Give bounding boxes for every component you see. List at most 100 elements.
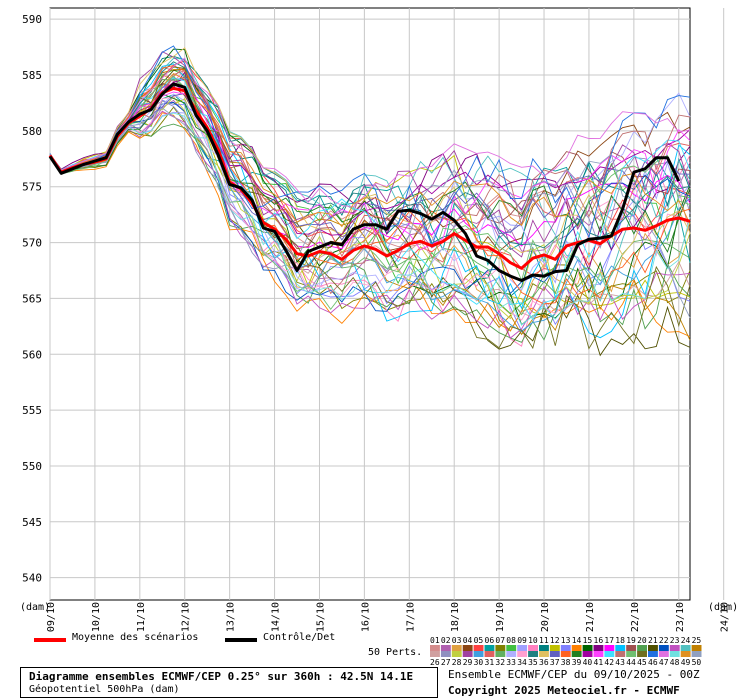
member-number-label: 42 <box>604 658 614 667</box>
member-number-label: 45 <box>637 658 647 667</box>
member-number-label: 43 <box>615 658 625 667</box>
member-number-label: 30 <box>474 658 484 667</box>
member-line <box>49 69 691 295</box>
member-swatch <box>582 651 593 657</box>
member-number-label: 06 <box>485 636 495 645</box>
member-number-label: 16 <box>594 636 604 645</box>
member-swatch <box>680 645 691 651</box>
member-number-label: 34 <box>517 658 527 667</box>
member-swatch <box>593 651 604 657</box>
member-swatch <box>528 651 538 657</box>
member-number-label: 19 <box>626 636 636 645</box>
y-tick-label: 555 <box>22 404 42 417</box>
member-swatch <box>539 651 549 657</box>
legend-mean-label: Moyenne des scénarios <box>72 632 199 643</box>
member-number-label: 05 <box>474 636 484 645</box>
x-tick-label: 21/10 <box>585 602 596 632</box>
x-tick-label: 22/10 <box>630 602 641 632</box>
member-swatch <box>626 651 637 657</box>
member-swatch <box>637 651 647 657</box>
x-tick-label: 18/10 <box>450 602 461 632</box>
member-number-label: 22 <box>659 636 669 645</box>
member-number-label: 25 <box>692 636 702 645</box>
legend-control-label: Contrôle/Det <box>263 632 336 643</box>
member-swatch <box>615 651 626 657</box>
member-swatch <box>648 651 658 657</box>
member-number-label: 21 <box>648 636 658 645</box>
member-line <box>49 112 691 326</box>
legend-perts-label: 50 Perts. <box>368 647 423 658</box>
member-number-label: 48 <box>670 658 680 667</box>
member-swatch <box>560 651 571 657</box>
member-swatch <box>669 651 680 657</box>
y-tick-label: 590 <box>22 13 42 26</box>
member-swatch <box>604 651 615 657</box>
member-swatch <box>691 651 702 657</box>
member-number-label: 12 <box>550 636 560 645</box>
member-line <box>49 98 691 317</box>
axes: 540 545 550 555 560 565 570 575 580 585 590 09/10 10… <box>20 13 738 632</box>
y-unit-right: (dam) <box>708 602 738 613</box>
member-line <box>49 110 691 339</box>
y-tick-label: 550 <box>22 460 42 473</box>
x-tick-label: 19/10 <box>495 602 506 632</box>
x-tick-label: 17/10 <box>405 602 416 632</box>
member-swatch <box>669 645 680 651</box>
x-tick-label: 20/10 <box>540 602 551 632</box>
member-swatch <box>440 651 451 657</box>
member-swatch <box>506 645 517 651</box>
member-swatch <box>691 645 702 651</box>
run-info: Ensemble ECMWF/CEP du 09/10/2025 - 00Z <box>448 668 700 681</box>
member-swatch <box>440 645 451 651</box>
member-number-label: 27 <box>441 658 451 667</box>
member-number-label: 15 <box>583 636 593 645</box>
x-tick-label: 11/10 <box>136 602 147 632</box>
member-swatch <box>549 645 560 651</box>
member-number-label: 44 <box>626 658 636 667</box>
member-number-label: 35 <box>528 658 538 667</box>
member-swatch <box>582 645 593 651</box>
member-swatch <box>549 651 560 657</box>
member-number-label: 18 <box>615 636 625 645</box>
member-swatch <box>658 645 669 651</box>
member-number-label: 04 <box>463 636 473 645</box>
member-swatch <box>528 645 538 651</box>
y-tick-label: 560 <box>22 348 42 361</box>
member-swatch <box>495 645 506 651</box>
member-swatch <box>539 645 549 651</box>
y-tick-label: 545 <box>22 516 42 529</box>
member-line <box>49 78 691 236</box>
y-tick-label: 570 <box>22 237 42 250</box>
member-swatch <box>571 651 582 657</box>
member-number-label: 39 <box>572 658 582 667</box>
member-line <box>49 106 691 332</box>
x-tick-label: 23/10 <box>675 602 686 632</box>
member-swatch <box>637 645 647 651</box>
member-line <box>49 75 691 311</box>
member-line <box>49 92 691 241</box>
member-number-label: 09 <box>517 636 527 645</box>
member-swatch <box>604 645 615 651</box>
member-swatch <box>517 645 528 651</box>
member-swatch <box>462 651 473 657</box>
member-number-label: 36 <box>539 658 549 667</box>
member-line <box>49 112 691 338</box>
member-swatch <box>506 651 517 657</box>
member-number-label: 13 <box>561 636 571 645</box>
member-swatch <box>593 645 604 651</box>
member-swatch <box>495 651 506 657</box>
member-swatch <box>473 651 484 657</box>
member-number-label: 26 <box>430 658 440 667</box>
member-line <box>49 107 691 318</box>
member-line <box>49 45 691 248</box>
x-tick-label: 10/10 <box>91 602 102 632</box>
legend-mean-swatch <box>34 638 66 642</box>
member-number-label: 10 <box>528 636 538 645</box>
member-number-label: 28 <box>452 658 462 667</box>
member-number-label: 23 <box>670 636 680 645</box>
y-unit-left: (dam) <box>20 602 50 613</box>
member-number-label: 03 <box>452 636 462 645</box>
member-swatch <box>517 651 528 657</box>
member-line <box>49 74 691 315</box>
